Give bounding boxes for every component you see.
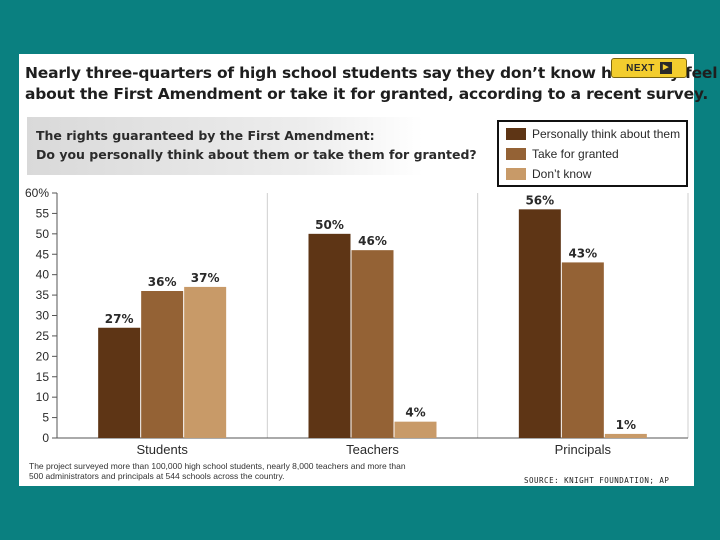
data-label: 37% <box>191 271 220 285</box>
data-label: 4% <box>405 406 425 420</box>
category-label: Students <box>137 442 189 457</box>
legend-swatch-dont-know <box>506 168 526 180</box>
y-tick-label: 45 <box>36 247 50 261</box>
question-line-1: The rights guaranteed by the First Amend… <box>36 128 375 143</box>
bar <box>98 327 141 438</box>
legend-item-dont-know: Don’t know <box>506 166 591 182</box>
arrow-right-icon: ► <box>659 62 672 74</box>
question-box <box>27 117 423 175</box>
headline: Nearly three-quarters of high school stu… <box>25 63 718 105</box>
source-credit: SOURCE: KNIGHT FOUNDATION; AP <box>524 476 670 485</box>
legend-item-granted: Take for granted <box>506 146 619 162</box>
bar <box>141 291 184 438</box>
bar <box>351 250 394 438</box>
legend-label-granted: Take for granted <box>532 147 619 161</box>
next-button[interactable]: NEXT ► <box>611 58 687 78</box>
y-tick-label: 55 <box>36 206 50 220</box>
chart-legend: Personally think about them Take for gra… <box>497 120 688 187</box>
y-tick-label: 40 <box>36 268 50 282</box>
y-tick-label: 60% <box>25 186 49 200</box>
data-label: 36% <box>148 275 177 289</box>
bar <box>604 433 647 438</box>
category-label: Principals <box>555 442 612 457</box>
legend-label-dont-know: Don’t know <box>532 167 592 181</box>
legend-item-personally: Personally think about them <box>506 126 680 142</box>
category-label: Teachers <box>346 442 399 457</box>
y-tick-label: 50 <box>36 227 50 241</box>
next-button-label: NEXT <box>626 62 655 74</box>
y-tick-label: 20 <box>36 349 50 363</box>
chart-question: The rights guaranteed by the First Amend… <box>36 126 477 164</box>
data-label: 1% <box>616 418 636 432</box>
legend-label-personally: Personally think about them <box>532 127 681 141</box>
footnote-line-2: 500 administrators and principals at 544… <box>29 471 285 481</box>
data-label: 56% <box>525 193 554 207</box>
headline-line-2: about the First Amendment or take it for… <box>25 85 709 103</box>
footnote: The project surveyed more than 100,000 h… <box>29 461 409 481</box>
y-tick-label: 10 <box>36 390 50 404</box>
y-tick-label: 25 <box>36 329 50 343</box>
y-tick-label: 5 <box>42 411 49 425</box>
data-label: 27% <box>105 312 134 326</box>
data-label: 50% <box>315 218 344 232</box>
data-label: 43% <box>568 246 597 260</box>
y-tick-label: 15 <box>36 370 50 384</box>
footnote-line-1: The project surveyed more than 100,000 h… <box>29 461 406 471</box>
data-label: 46% <box>358 234 387 248</box>
y-tick-label: 30 <box>36 309 50 323</box>
legend-swatch-personally <box>506 128 526 140</box>
legend-swatch-granted <box>506 148 526 160</box>
bar <box>308 233 351 438</box>
bar <box>184 286 227 438</box>
headline-line-1: Nearly three-quarters of high school stu… <box>25 64 718 82</box>
y-tick-label: 0 <box>42 431 49 445</box>
bar <box>394 421 437 438</box>
question-line-2: Do you personally think about them or ta… <box>36 147 477 162</box>
bar <box>518 209 561 438</box>
bar <box>561 262 604 438</box>
y-tick-label: 35 <box>36 288 50 302</box>
